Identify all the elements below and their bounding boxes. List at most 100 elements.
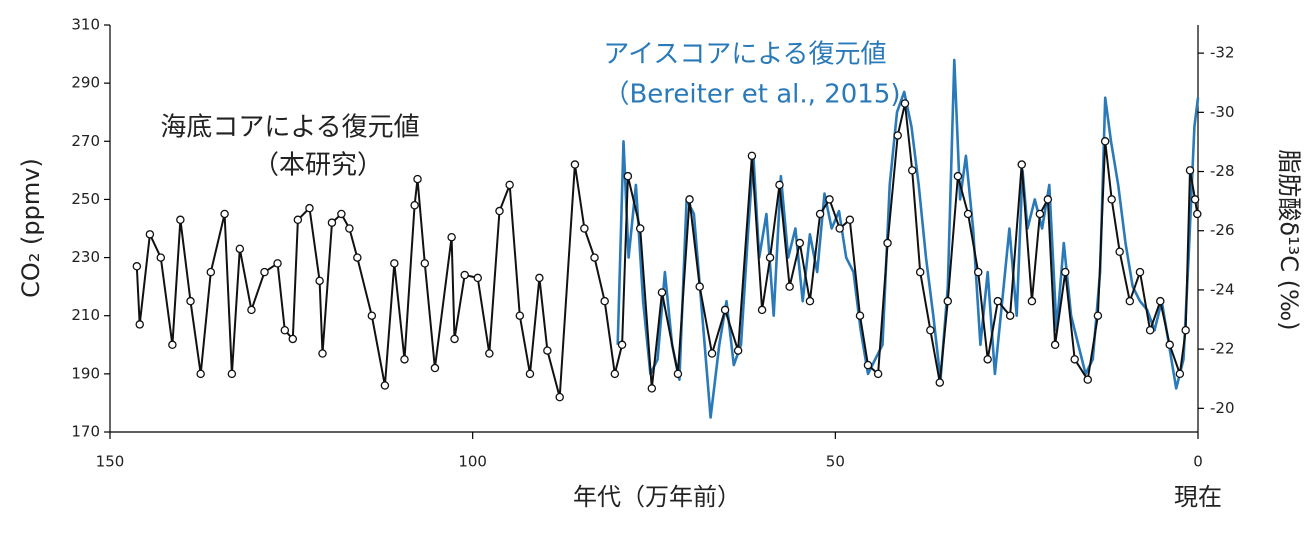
series-line [135, 102, 1199, 399]
data-point [235, 244, 245, 254]
data-point [273, 259, 282, 268]
data-point [1185, 166, 1195, 175]
data-point [805, 296, 815, 306]
data-point [380, 381, 390, 390]
data-point [145, 230, 155, 239]
y2-tick-label: -30 [1210, 103, 1235, 121]
data-point [1043, 195, 1053, 204]
data-point [733, 346, 743, 355]
data-point [525, 369, 535, 379]
data-point [926, 325, 935, 335]
y2-tick-label: -26 [1210, 221, 1235, 239]
data-point [132, 262, 142, 271]
data-point [1190, 195, 1200, 204]
data-point [305, 203, 314, 213]
data-point [893, 131, 902, 140]
data-point [983, 355, 992, 364]
sediment-source: （本研究） [253, 151, 383, 181]
data-point [430, 363, 440, 373]
y-tick-label: 170 [71, 423, 100, 441]
data-point [1061, 267, 1070, 277]
x-axis-label: 年代（万年前） [573, 483, 741, 511]
data-point [757, 305, 767, 315]
data-point [1027, 296, 1037, 306]
y-tick-label: 230 [71, 248, 100, 266]
y2-tick-label: -22 [1210, 340, 1235, 358]
data-point [515, 311, 525, 320]
y-axis-label: CO₂ (ppmv) [17, 158, 45, 298]
y2-axis-label: 脂肪酸δ¹³C (‰) [1275, 149, 1303, 330]
data-point [535, 273, 544, 283]
data-point [855, 311, 865, 320]
data-point [485, 349, 494, 358]
data-point [590, 253, 599, 262]
data-point [196, 369, 205, 379]
x-tick-label: 100 [458, 453, 487, 471]
y-tick-label: 290 [71, 74, 100, 92]
data-point [220, 209, 229, 219]
x-tick-label: 50 [826, 453, 845, 471]
data-point [447, 232, 456, 242]
sediment-note: 海底コアによる復元値 [160, 113, 419, 143]
data-point [247, 305, 256, 315]
data-point [863, 360, 873, 370]
y2-tick-label: -24 [1210, 280, 1235, 298]
data-point [1115, 247, 1124, 257]
data-point [795, 238, 805, 248]
data-point [963, 209, 973, 219]
data-point [337, 209, 346, 219]
data-point [413, 174, 422, 184]
data-point [1050, 340, 1060, 350]
data-point [647, 384, 657, 393]
x-tick-label: 150 [96, 453, 125, 471]
data-point [915, 267, 925, 277]
data-point [600, 296, 609, 306]
data-point [1125, 296, 1135, 306]
data-point [720, 305, 730, 315]
data-point [685, 195, 694, 204]
data-point [635, 224, 645, 233]
data-point [973, 267, 983, 277]
y2-tick-label: -28 [1210, 162, 1235, 180]
data-point [835, 224, 844, 233]
data-point [327, 218, 337, 227]
data-point [707, 349, 717, 358]
data-point [206, 267, 216, 277]
data-point [657, 288, 667, 297]
data-point [410, 200, 419, 210]
data-point [765, 253, 775, 262]
data-point [460, 270, 469, 280]
data-point [1005, 311, 1015, 320]
data-point [673, 369, 683, 379]
y2-tick-label: -20 [1210, 399, 1235, 417]
data-point [953, 171, 963, 181]
data-point [1035, 209, 1045, 219]
data-point [390, 259, 399, 268]
data-point [505, 180, 514, 190]
data-point [345, 224, 354, 233]
y2-tick-label: -32 [1210, 44, 1235, 62]
data-point [1145, 325, 1155, 335]
data-point [747, 151, 757, 161]
data-point [315, 276, 324, 286]
data-point [293, 215, 303, 225]
y-tick-label: 210 [71, 306, 100, 324]
data-point [1193, 209, 1202, 219]
data-point [785, 282, 794, 291]
data-point [288, 334, 298, 344]
data-point [623, 171, 633, 181]
data-point [318, 349, 327, 358]
data-point [580, 224, 589, 233]
data-point [570, 160, 580, 169]
data-point [1135, 267, 1145, 277]
data-point [260, 267, 269, 277]
data-point [1093, 311, 1103, 320]
data-point [1181, 325, 1190, 335]
data-point [1107, 195, 1116, 204]
data-point [353, 253, 362, 262]
y-tick-label: 270 [71, 132, 100, 150]
data-point [845, 215, 855, 225]
data-point [450, 334, 459, 344]
data-point [1083, 375, 1092, 384]
